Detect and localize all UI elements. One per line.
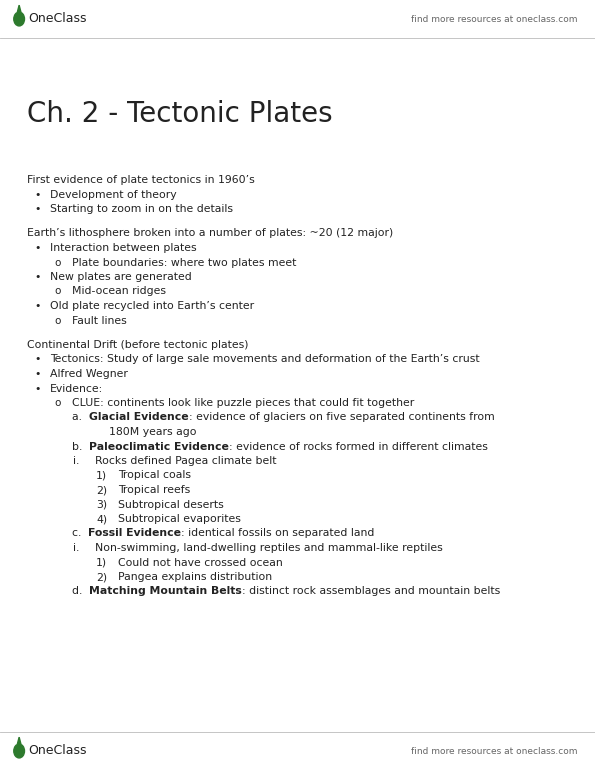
Text: Development of theory: Development of theory [50,189,177,199]
Text: 3): 3) [96,500,107,510]
Text: •: • [34,189,40,199]
Text: find more resources at oneclass.com: find more resources at oneclass.com [411,746,577,755]
Circle shape [14,12,24,26]
Text: •: • [34,204,40,214]
Text: 2): 2) [96,572,107,582]
Text: OneClass: OneClass [29,745,87,758]
Text: CLUE: continents look like puzzle pieces that could fit together: CLUE: continents look like puzzle pieces… [72,398,414,408]
Text: Fault lines: Fault lines [72,316,127,326]
Text: Plate boundaries: where two plates meet: Plate boundaries: where two plates meet [72,257,296,267]
Text: o: o [54,316,60,326]
Text: •: • [34,354,40,364]
Text: Rocks defined Pagea climate belt: Rocks defined Pagea climate belt [95,456,277,466]
Text: Continental Drift (before tectonic plates): Continental Drift (before tectonic plate… [27,340,249,350]
Text: •: • [34,369,40,379]
Circle shape [14,744,24,758]
Polygon shape [17,5,21,12]
Text: Interaction between plates: Interaction between plates [50,243,196,253]
Text: a.: a. [72,413,89,423]
Text: •: • [34,272,40,282]
Text: Tropical coals: Tropical coals [118,470,191,480]
Text: 1): 1) [96,557,107,567]
Text: Tectonics: Study of large sale movements and deformation of the Earth’s crust: Tectonics: Study of large sale movements… [50,354,480,364]
Text: First evidence of plate tectonics in 1960’s: First evidence of plate tectonics in 196… [27,175,255,185]
Text: Old plate recycled into Earth’s center: Old plate recycled into Earth’s center [50,301,254,311]
Text: Evidence:: Evidence: [50,383,104,393]
Text: Paleoclimatic Evidence: Paleoclimatic Evidence [89,441,229,451]
Text: OneClass: OneClass [29,12,87,25]
Text: Could not have crossed ocean: Could not have crossed ocean [118,557,283,567]
Text: 4): 4) [96,514,107,524]
Text: Ch. 2 - Tectonic Plates: Ch. 2 - Tectonic Plates [27,100,333,128]
Text: i.: i. [73,456,79,466]
Text: 1): 1) [96,470,107,480]
Text: New plates are generated: New plates are generated [50,272,192,282]
Text: 2): 2) [96,485,107,495]
Text: : distinct rock assemblages and mountain belts: : distinct rock assemblages and mountain… [242,587,500,597]
Text: Alfred Wegner: Alfred Wegner [50,369,128,379]
Text: b.: b. [72,441,89,451]
Text: i.: i. [73,543,79,553]
Text: c.: c. [72,528,89,538]
Text: Glacial Evidence: Glacial Evidence [89,413,189,423]
Text: o: o [54,286,60,296]
Text: Mid-ocean ridges: Mid-ocean ridges [72,286,166,296]
Text: find more resources at oneclass.com: find more resources at oneclass.com [411,15,577,24]
Polygon shape [17,737,21,744]
Text: •: • [34,383,40,393]
Text: : identical fossils on separated land: : identical fossils on separated land [181,528,375,538]
Text: Pangea explains distribution: Pangea explains distribution [118,572,272,582]
Text: Matching Mountain Belts: Matching Mountain Belts [89,587,242,597]
Text: Earth’s lithosphere broken into a number of plates: ~20 (12 major): Earth’s lithosphere broken into a number… [27,229,393,239]
Text: d.: d. [72,587,89,597]
Text: Starting to zoom in on the details: Starting to zoom in on the details [50,204,233,214]
Text: Subtropical deserts: Subtropical deserts [118,500,224,510]
Text: o: o [54,398,60,408]
Text: •: • [34,243,40,253]
Text: Fossil Evidence: Fossil Evidence [89,528,181,538]
Text: Tropical reefs: Tropical reefs [118,485,190,495]
Text: : evidence of glaciers on five separated continents from: : evidence of glaciers on five separated… [189,413,494,423]
Text: : evidence of rocks formed in different climates: : evidence of rocks formed in different … [229,441,488,451]
Text: Subtropical evaporites: Subtropical evaporites [118,514,241,524]
Text: Non-swimming, land-dwelling reptiles and mammal-like reptiles: Non-swimming, land-dwelling reptiles and… [95,543,443,553]
Text: o: o [54,257,60,267]
Text: •: • [34,301,40,311]
Text: 180M years ago: 180M years ago [109,427,196,437]
